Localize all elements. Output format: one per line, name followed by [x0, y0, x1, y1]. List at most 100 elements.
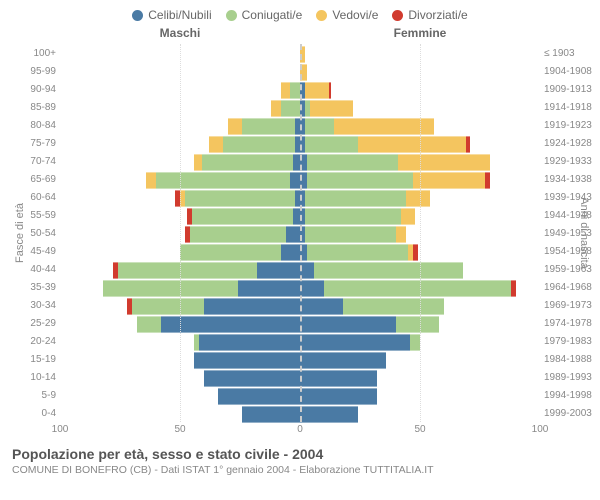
birth-year-label: 1909-1913 — [544, 84, 596, 95]
legend-swatch — [226, 10, 237, 21]
segment — [396, 316, 439, 333]
segment — [300, 262, 314, 279]
segment — [329, 82, 331, 99]
segment — [281, 82, 291, 99]
segment — [146, 172, 156, 189]
segment — [300, 316, 396, 333]
chart-footer: Popolazione per età, sesso e stato civil… — [12, 446, 588, 476]
grid-line — [180, 44, 181, 422]
segment — [293, 208, 300, 225]
birth-year-label: 1944-1948 — [544, 210, 596, 221]
birth-year-label: 1924-1928 — [544, 138, 596, 149]
segment — [180, 244, 281, 261]
segment — [305, 226, 396, 243]
segment — [293, 154, 300, 171]
segment — [242, 406, 300, 423]
birth-year-label: 1919-1923 — [544, 120, 596, 131]
segment — [401, 208, 415, 225]
segment — [413, 244, 418, 261]
age-label: 85-89 — [20, 102, 56, 113]
segment — [286, 226, 300, 243]
segment — [410, 334, 420, 351]
birth-year-label: 1979-1983 — [544, 336, 596, 347]
segment — [161, 316, 300, 333]
segment — [413, 172, 485, 189]
segment — [511, 280, 516, 297]
segment — [257, 262, 300, 279]
legend-label: Coniugati/e — [242, 8, 303, 22]
population-pyramid: Fasce di età Anni di nascita 100+≤ 19039… — [60, 44, 540, 422]
legend-swatch — [316, 10, 327, 21]
birth-year-label: 1949-1953 — [544, 228, 596, 239]
age-label: 90-94 — [20, 84, 56, 95]
header-female: Femmine — [300, 26, 540, 40]
segment — [194, 352, 300, 369]
age-label: 55-59 — [20, 210, 56, 221]
segment — [300, 370, 377, 387]
segment — [290, 172, 300, 189]
segment — [324, 280, 511, 297]
segment — [300, 298, 343, 315]
legend-label: Divorziati/e — [408, 8, 467, 22]
age-label: 100+ — [20, 48, 56, 59]
segment — [132, 298, 204, 315]
segment — [204, 298, 300, 315]
age-label: 15-19 — [20, 354, 56, 365]
segment — [281, 100, 300, 117]
birth-year-label: ≤ 1903 — [544, 48, 596, 59]
segment — [343, 298, 444, 315]
legend-item: Vedovi/e — [316, 8, 378, 22]
segment — [281, 244, 300, 261]
x-tick: 100 — [532, 424, 549, 435]
segment — [118, 262, 257, 279]
segment — [300, 406, 358, 423]
age-label: 95-99 — [20, 66, 56, 77]
age-label: 20-24 — [20, 336, 56, 347]
birth-year-label: 1904-1908 — [544, 66, 596, 77]
x-tick: 100 — [52, 424, 69, 435]
legend-label: Vedovi/e — [332, 8, 378, 22]
segment — [305, 82, 329, 99]
age-label: 5-9 — [20, 390, 56, 401]
segment — [242, 118, 295, 135]
segment — [300, 352, 386, 369]
birth-year-label: 1934-1938 — [544, 174, 596, 185]
segment — [192, 208, 293, 225]
age-label: 80-84 — [20, 120, 56, 131]
age-label: 70-74 — [20, 156, 56, 167]
legend-swatch — [392, 10, 403, 21]
segment — [305, 118, 334, 135]
segment — [300, 388, 377, 405]
segment — [310, 100, 353, 117]
grid-line — [420, 44, 421, 422]
segment — [305, 208, 401, 225]
segment — [305, 136, 358, 153]
birth-year-label: 1954-1958 — [544, 246, 596, 257]
birth-year-label: 1994-1998 — [544, 390, 596, 401]
segment — [307, 172, 413, 189]
segment — [271, 100, 281, 117]
birth-year-label: 1914-1918 — [544, 102, 596, 113]
segment — [396, 226, 406, 243]
segment — [185, 190, 295, 207]
birth-year-label: 1974-1978 — [544, 318, 596, 329]
segment — [218, 388, 300, 405]
segment — [223, 136, 295, 153]
segment — [466, 136, 471, 153]
gender-headers: Maschi Femmine — [0, 26, 600, 44]
segment — [307, 154, 398, 171]
segment — [199, 334, 300, 351]
age-label: 65-69 — [20, 174, 56, 185]
segment — [314, 262, 463, 279]
age-label: 25-29 — [20, 318, 56, 329]
birth-year-label: 1999-2003 — [544, 408, 596, 419]
center-divider — [300, 44, 302, 422]
segment — [190, 226, 286, 243]
chart-subtitle: COMUNE DI BONEFRO (CB) - Dati ISTAT 1° g… — [12, 464, 588, 476]
segment — [202, 154, 293, 171]
segment — [209, 136, 223, 153]
segment — [156, 172, 290, 189]
segment — [204, 370, 300, 387]
segment — [358, 136, 466, 153]
segment — [103, 280, 237, 297]
